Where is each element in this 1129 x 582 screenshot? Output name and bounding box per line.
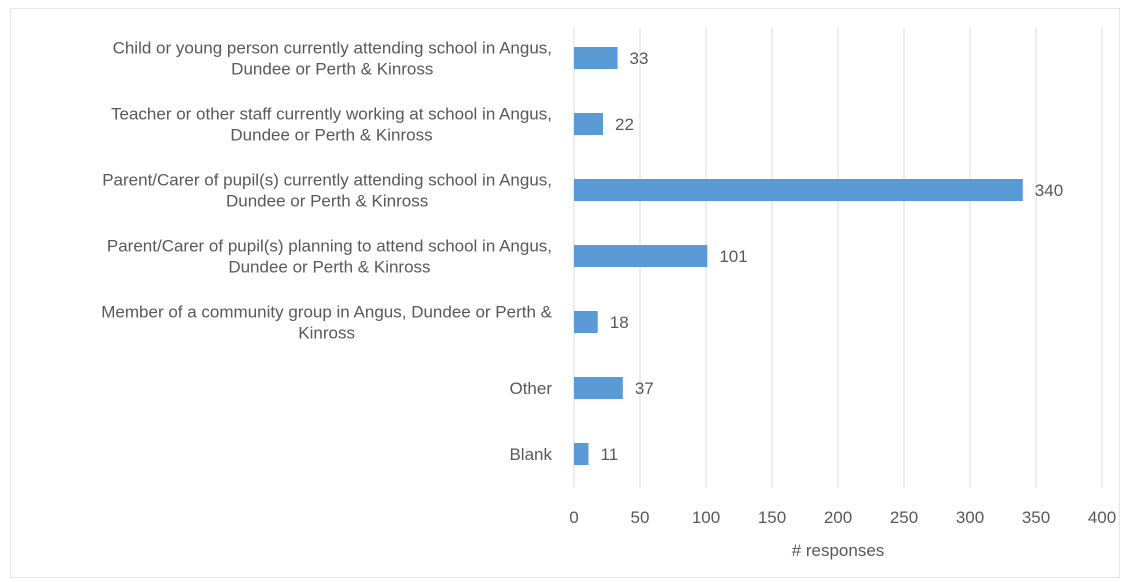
- label-layer: 0 50 100 150 200 250 300 350 400 33 Child or young…: [101, 39, 1116, 528]
- data-label: 101: [719, 247, 747, 266]
- category-label: Dundee or Perth & Kinross: [231, 60, 433, 79]
- category-label: Kinross: [298, 324, 355, 343]
- category-label: Parent/Carer of pupil(s) planning to att…: [107, 237, 552, 256]
- category-label: Dundee or Perth & Kinross: [230, 126, 432, 145]
- x-tick-label: 50: [631, 508, 650, 527]
- x-axis-title: # responses: [792, 541, 885, 560]
- data-label: 340: [1035, 181, 1063, 200]
- x-tick-label: 250: [890, 508, 918, 527]
- x-tick-label: 150: [758, 508, 786, 527]
- category-label: Member of a community group in Angus, Du…: [101, 303, 552, 322]
- data-label: 18: [610, 313, 629, 332]
- data-label: 33: [630, 49, 649, 68]
- bar: [574, 443, 589, 465]
- grid-layer: [573, 28, 1103, 488]
- category-label: Child or young person currently attendin…: [113, 39, 552, 58]
- data-label: 11: [601, 445, 619, 464]
- bar-layer: [574, 47, 1023, 465]
- category-label: Dundee or Perth & Kinross: [226, 192, 428, 211]
- chart-frame: [10, 8, 1120, 578]
- category-label: Parent/Carer of pupil(s) currently atten…: [102, 171, 552, 190]
- category-label: Teacher or other staff currently working…: [111, 105, 552, 124]
- category-label: Blank: [509, 445, 552, 464]
- bar: [574, 245, 708, 267]
- data-label: 37: [635, 379, 654, 398]
- x-tick-label: 350: [1022, 508, 1050, 527]
- bar: [574, 377, 623, 399]
- bar: [574, 179, 1023, 201]
- bar: [574, 47, 618, 69]
- x-tick-label: 200: [824, 508, 852, 527]
- data-label: 22: [615, 115, 634, 134]
- x-tick-label: 400: [1088, 508, 1116, 527]
- category-label: Other: [509, 379, 552, 398]
- category-label: Dundee or Perth & Kinross: [228, 258, 430, 277]
- x-tick-label: 300: [956, 508, 984, 527]
- x-tick-label: 0: [569, 508, 578, 527]
- x-tick-label: 100: [692, 508, 720, 527]
- bar: [574, 113, 604, 135]
- bar: [574, 311, 598, 333]
